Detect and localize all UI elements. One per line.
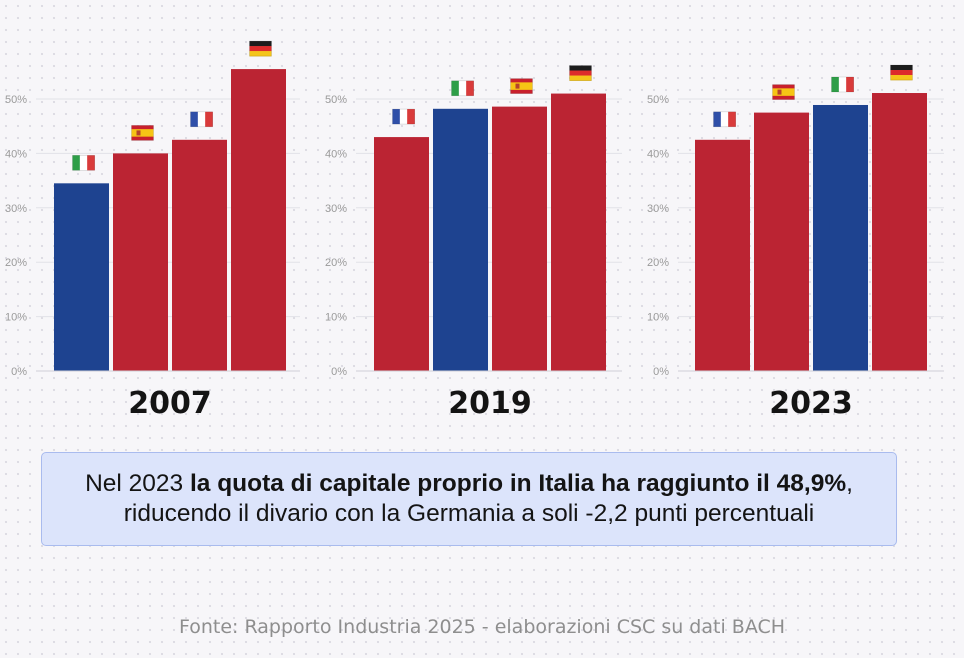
- bar-spagna: [492, 106, 547, 371]
- flag-it-icon: [72, 155, 95, 171]
- bar-germania: [231, 69, 286, 371]
- y-tick-label: 0%: [653, 366, 669, 378]
- note-comma: ,: [846, 470, 853, 497]
- bar-francia: [374, 137, 429, 371]
- y-tick-label: 30%: [647, 203, 669, 215]
- year-label: 2019: [448, 386, 532, 421]
- flag-es-icon: [772, 84, 795, 100]
- flag-fr-icon: [713, 111, 736, 128]
- flag-de-icon: [890, 64, 913, 81]
- y-tick-label: 20%: [5, 257, 27, 269]
- bar-francia: [172, 139, 227, 371]
- flag-it-icon: [451, 80, 474, 97]
- year-label: 2023: [769, 386, 853, 421]
- y-tick-label: 20%: [647, 257, 669, 269]
- note-box: Nel 2023 la quota di capitale proprio in…: [41, 452, 897, 546]
- y-tick-label: 10%: [325, 312, 347, 324]
- flag-es-icon: [510, 78, 533, 94]
- chart-2007: 0% 10% 20% 30% 40% 50% 2007: [5, 40, 300, 421]
- flag-it-icon: [831, 76, 854, 93]
- flag-de-icon: [249, 40, 272, 57]
- bar-germania: [551, 93, 606, 371]
- bar-spagna: [754, 112, 809, 371]
- y-tick-label: 10%: [647, 312, 669, 324]
- flag-fr-icon: [392, 108, 415, 125]
- note-highlight: la quota di capitale proprio in Italia h…: [189, 470, 847, 497]
- bar-charts: 0% 10% 20% 30% 40% 50% 2007 0% 10% 20% 30% 40% 50% 20…: [5, 40, 944, 421]
- flag-es-icon: [131, 125, 154, 141]
- y-tick-label: 20%: [325, 257, 347, 269]
- y-tick-label: 0%: [331, 366, 347, 378]
- bar-spagna: [113, 153, 168, 371]
- chart-2023: 0% 10% 20% 30% 40% 50% 2023: [647, 64, 944, 421]
- source-text: Fonte: Rapporto Industria 2025 - elabora…: [178, 616, 786, 638]
- y-tick-label: 40%: [5, 148, 27, 160]
- chart-2019: 0% 10% 20% 30% 40% 50% 2019: [325, 65, 622, 421]
- flag-de-icon: [569, 65, 592, 81]
- year-label: 2007: [128, 386, 212, 421]
- bar-germania: [872, 93, 927, 372]
- y-tick-label: 40%: [647, 148, 669, 160]
- bar-italia: [433, 108, 488, 372]
- y-tick-label: 50%: [325, 94, 347, 106]
- flag-fr-icon: [190, 111, 213, 128]
- note-line-2: riducendo il divario con la Germania a s…: [123, 500, 815, 527]
- y-tick-label: 50%: [5, 94, 27, 106]
- bar-francia: [695, 139, 750, 371]
- note-text: Nel 2023: [85, 470, 190, 497]
- bar-italia: [54, 183, 109, 371]
- y-tick-label: 0%: [11, 366, 27, 378]
- y-tick-label: 50%: [647, 94, 669, 106]
- y-tick-label: 40%: [325, 148, 347, 160]
- y-tick-label: 30%: [5, 203, 27, 215]
- y-tick-label: 30%: [325, 203, 347, 215]
- y-tick-label: 10%: [5, 312, 27, 324]
- bar-italia: [813, 104, 868, 371]
- note-line-1: Nel 2023 la quota di capitale proprio in…: [85, 469, 853, 499]
